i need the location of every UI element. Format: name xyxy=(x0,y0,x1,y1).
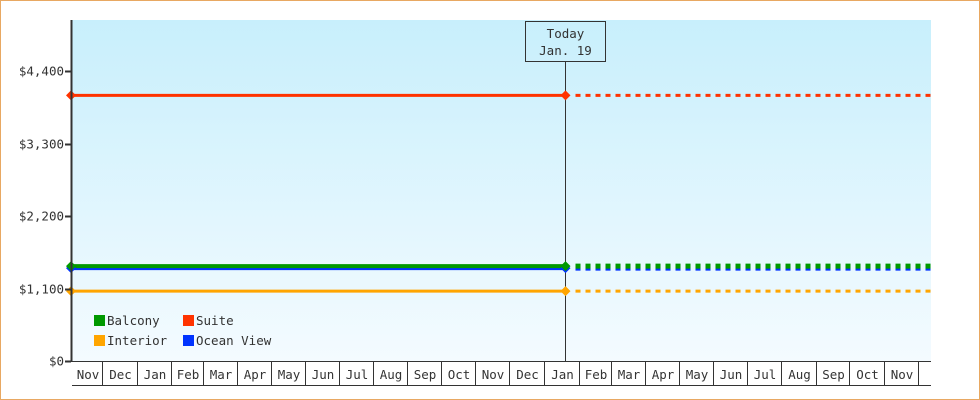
x-tick-label: Oct xyxy=(448,367,471,382)
y-tick-label: $0 xyxy=(49,354,64,369)
today-date: Jan. 19 xyxy=(539,43,592,58)
x-tick-label: Mar xyxy=(210,367,233,382)
x-tick-label: Dec xyxy=(516,367,539,382)
x-tick-label: Nov xyxy=(482,367,505,382)
x-tick-label: Aug xyxy=(380,367,403,382)
legend-swatch xyxy=(94,335,105,346)
legend-label: Suite xyxy=(196,313,234,328)
data-point-interior xyxy=(560,286,571,297)
x-tick-label: Nov xyxy=(891,367,914,382)
data-point-suite xyxy=(560,90,571,101)
y-tick-label: $3,300 xyxy=(19,137,64,152)
x-tick-label: Sep xyxy=(414,367,437,382)
x-tick-label: Apr xyxy=(652,367,675,382)
legend-label: Balcony xyxy=(107,313,160,328)
x-tick-label: May xyxy=(278,367,301,382)
x-tick-label: Feb xyxy=(177,367,200,382)
y-tick-label: $1,100 xyxy=(19,282,64,297)
x-tick-label: Mar xyxy=(618,367,641,382)
x-tick-label: Aug xyxy=(788,367,811,382)
today-box xyxy=(525,21,606,62)
plot-area xyxy=(72,20,931,361)
legend-swatch xyxy=(183,335,194,346)
y-tick-label: $4,400 xyxy=(19,64,64,79)
legend: Balcony Suite Interior Ocean View xyxy=(94,313,272,348)
x-tick-label: Jul xyxy=(754,367,777,382)
legend-swatch xyxy=(183,315,194,326)
today-label: Today xyxy=(547,26,585,41)
x-tick-label: Jun xyxy=(312,367,335,382)
x-tick-label: Sep xyxy=(822,367,845,382)
legend-swatch xyxy=(94,315,105,326)
x-tick-label: Apr xyxy=(244,367,267,382)
x-tick-label: Nov xyxy=(77,367,100,382)
legend-label: Interior xyxy=(107,333,168,348)
x-tick-label: Jan xyxy=(551,367,574,382)
x-tick-label: Dec xyxy=(109,367,132,382)
x-tick-label: Jun xyxy=(720,367,743,382)
x-tick-label: Jul xyxy=(346,367,369,382)
y-tick-label: $2,200 xyxy=(19,209,64,224)
x-tick-label: May xyxy=(686,367,709,382)
today-marker: Today Jan. 19 xyxy=(525,21,606,62)
legend-label: Ocean View xyxy=(196,333,272,348)
x-tick-label: Oct xyxy=(856,367,879,382)
x-tick-label: Jan xyxy=(144,367,167,382)
x-tick-label: Feb xyxy=(585,367,608,382)
data-point-balcony xyxy=(560,261,571,272)
